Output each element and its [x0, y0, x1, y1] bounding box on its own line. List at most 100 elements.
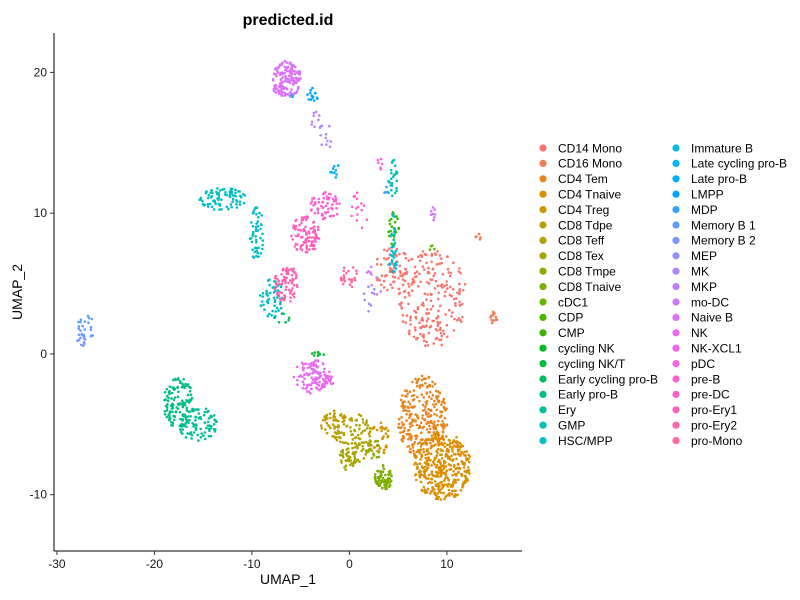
point — [403, 279, 407, 283]
point — [289, 267, 293, 271]
series-28 — [318, 124, 333, 149]
point — [203, 410, 207, 414]
point — [437, 433, 441, 437]
point — [440, 423, 443, 427]
point — [408, 294, 411, 297]
point — [429, 408, 432, 412]
point — [375, 276, 378, 279]
point — [344, 464, 348, 468]
series-0 — [375, 247, 467, 348]
point — [179, 428, 182, 431]
point — [252, 256, 256, 259]
point — [387, 230, 391, 233]
point — [458, 282, 461, 286]
point — [344, 468, 348, 472]
point — [256, 229, 260, 232]
series-5 — [319, 409, 349, 440]
point — [305, 247, 309, 251]
point — [259, 223, 263, 226]
point — [445, 475, 448, 479]
point — [452, 329, 456, 332]
point — [376, 257, 379, 261]
point — [353, 276, 357, 280]
point — [461, 289, 465, 292]
point — [398, 264, 402, 268]
point — [254, 206, 258, 209]
point — [329, 377, 333, 381]
point — [347, 447, 350, 450]
legend-label: MDP — [691, 203, 718, 217]
legend-key — [539, 190, 547, 198]
point — [168, 392, 171, 395]
point — [321, 200, 325, 204]
point — [360, 441, 364, 444]
point — [322, 206, 325, 209]
point — [180, 399, 184, 403]
point — [402, 436, 406, 439]
point — [354, 436, 358, 439]
point — [410, 436, 413, 440]
point — [273, 299, 277, 302]
point — [290, 63, 294, 67]
point — [434, 465, 438, 469]
point — [169, 404, 173, 407]
point — [199, 436, 203, 439]
point — [456, 463, 460, 466]
point — [188, 398, 192, 402]
point — [447, 478, 451, 482]
point — [188, 410, 192, 413]
point — [435, 395, 438, 398]
point — [397, 422, 401, 426]
point — [357, 442, 361, 445]
point — [79, 329, 82, 332]
point — [326, 374, 330, 378]
point — [375, 263, 379, 266]
point — [329, 140, 333, 143]
point — [451, 447, 454, 451]
point — [443, 472, 447, 475]
point — [364, 449, 368, 453]
point — [350, 416, 353, 420]
point — [375, 428, 379, 432]
point — [436, 250, 439, 253]
point — [343, 279, 347, 283]
point — [302, 240, 306, 244]
point — [418, 399, 421, 403]
point — [296, 365, 299, 369]
point — [301, 375, 304, 379]
point — [293, 91, 297, 95]
point — [433, 463, 436, 466]
point — [282, 312, 285, 316]
point — [284, 268, 288, 272]
point — [197, 408, 200, 411]
point — [365, 419, 368, 423]
point — [309, 244, 313, 247]
point — [250, 240, 254, 244]
point — [315, 96, 319, 99]
point — [444, 454, 448, 458]
point — [413, 454, 416, 457]
point — [403, 389, 407, 393]
point — [337, 424, 340, 427]
point — [355, 272, 359, 275]
point — [194, 415, 198, 419]
legend-key — [672, 236, 680, 244]
point — [291, 277, 294, 281]
point — [80, 332, 84, 336]
point — [433, 247, 436, 251]
point — [311, 247, 315, 251]
point — [171, 410, 174, 414]
point — [287, 77, 291, 81]
series-3 — [413, 431, 472, 501]
point — [203, 431, 207, 434]
point — [284, 320, 287, 324]
point — [427, 462, 430, 465]
point — [380, 479, 384, 483]
point — [341, 455, 345, 458]
legend-item: GMP — [539, 419, 585, 433]
point — [287, 281, 290, 285]
point — [438, 262, 442, 266]
point — [433, 420, 436, 424]
point — [495, 318, 499, 322]
point — [350, 419, 354, 422]
